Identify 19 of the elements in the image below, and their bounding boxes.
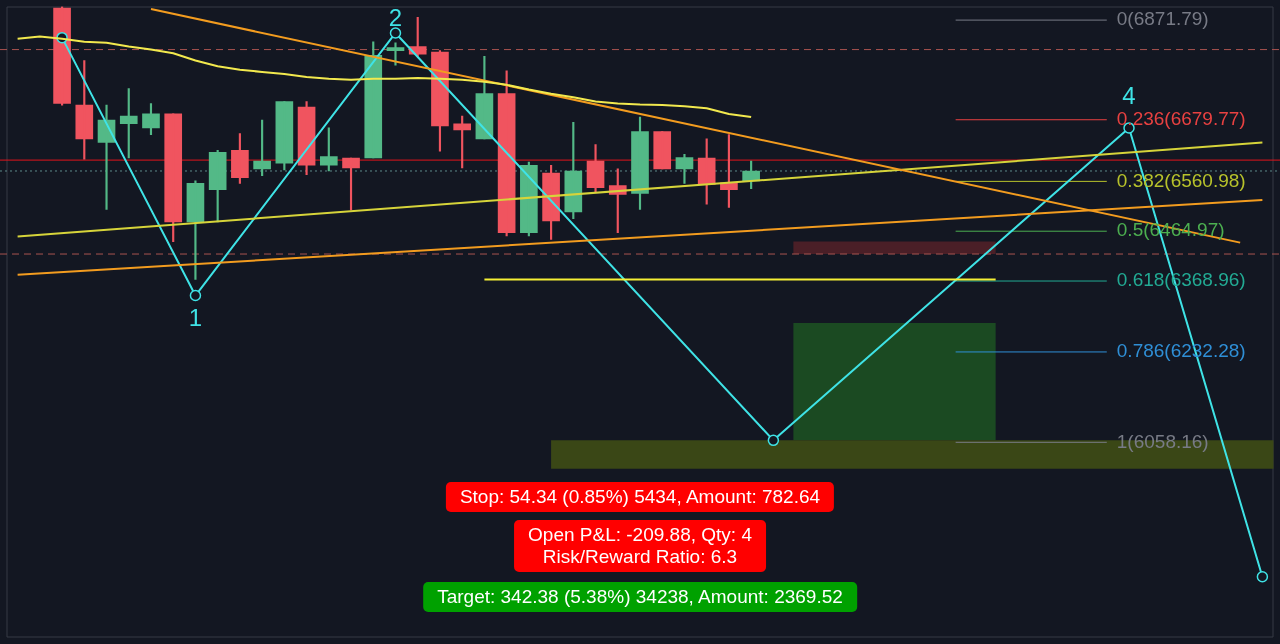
ref-line-label: 0(6871.79) (1116, 8, 1209, 30)
point (1256, 571, 1269, 583)
point (389, 27, 402, 39)
ref-line-label: 1(6058.16) (1116, 430, 1209, 452)
annotation: Stop: 54.34 (0.85%) 5434, Amount: 782.64 (459, 486, 821, 508)
candlestick (231, 133, 249, 184)
annotation: Risk/Reward Ratio: 6.3 (541, 546, 739, 568)
ref-line-label: 0.236(6679.77) (1116, 107, 1246, 129)
annotation: 2 (388, 3, 403, 31)
candlestick (319, 127, 338, 172)
annotation: 1 (188, 304, 203, 332)
candlestick (653, 131, 672, 170)
point (767, 434, 780, 447)
annotation: Open P&L: -209.88, Qty: 4 (528, 524, 752, 546)
annotation: 4 (1122, 81, 1136, 109)
annotation: Target: 342.38 (5.38%) 34238, Amount: 2369.52 (437, 586, 843, 608)
candlestick (164, 113, 183, 242)
point (189, 289, 202, 302)
candlestick (453, 115, 472, 169)
